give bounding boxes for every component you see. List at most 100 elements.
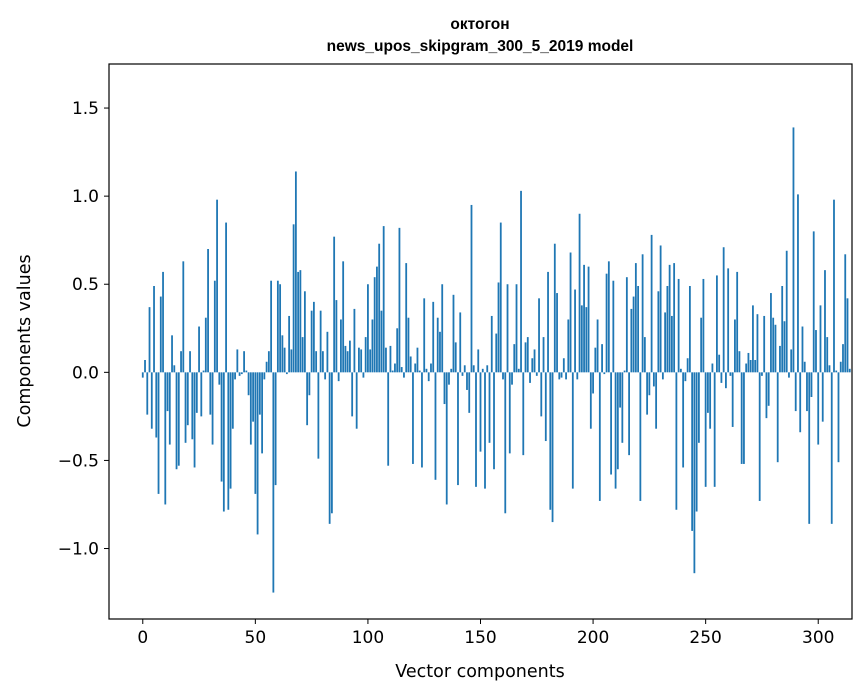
bar-311 [842, 344, 844, 373]
bar-237 [675, 372, 678, 510]
bar-217 [630, 308, 633, 373]
bar-165 [513, 344, 516, 373]
bar-123 [418, 370, 421, 373]
x-tick-label: 50 [245, 628, 267, 648]
bar-80 [321, 351, 324, 373]
bar-140 [457, 372, 459, 486]
bar-166 [515, 284, 518, 373]
bar-69 [297, 271, 300, 373]
bar-41 [234, 372, 236, 380]
bar-3 [148, 307, 151, 373]
bar-109 [387, 372, 390, 466]
bar-171 [526, 337, 529, 373]
bar-280 [772, 317, 775, 373]
bar-241 [684, 372, 687, 382]
bar-194 [578, 213, 581, 373]
bar-213 [621, 372, 624, 443]
bar-293 [801, 326, 804, 373]
bar-146 [470, 204, 473, 373]
bar-267 [743, 372, 745, 464]
bar-245 [693, 372, 696, 574]
bar-255 [716, 275, 718, 373]
bar-212 [619, 372, 621, 408]
bar-296 [808, 372, 811, 524]
bar-19 [184, 372, 187, 443]
bar-192 [574, 289, 576, 373]
bar-232 [664, 312, 667, 373]
bar-221 [639, 372, 642, 501]
bar-143 [463, 365, 466, 373]
x-tick-label: 200 [577, 628, 609, 648]
bar-268 [745, 363, 748, 373]
bar-301 [819, 305, 822, 373]
bar-147 [472, 365, 475, 373]
bar-112 [394, 363, 396, 373]
x-tick-label: 150 [464, 628, 496, 648]
bar-6 [155, 372, 158, 438]
bar-113 [396, 328, 399, 373]
bar-92 [349, 340, 351, 373]
bar-57 [270, 280, 273, 373]
bar-35 [220, 372, 223, 482]
bar-46 [245, 370, 248, 373]
bar-63 [283, 347, 286, 373]
bar-119 [409, 356, 412, 373]
bar-176 [538, 298, 540, 373]
bar-20 [186, 372, 189, 426]
bar-247 [698, 372, 700, 443]
bar-43 [238, 372, 241, 376]
bar-234 [668, 264, 671, 373]
bar-122 [416, 347, 419, 373]
bar-157 [495, 333, 498, 373]
bar-303 [824, 270, 826, 373]
y-tick-label: 0.0 [72, 363, 99, 383]
bar-59 [274, 372, 277, 486]
bar-64 [285, 372, 288, 375]
bar-79 [319, 310, 322, 373]
bar-40 [231, 372, 234, 429]
bar-133 [441, 284, 444, 373]
bar-242 [686, 358, 689, 373]
bar-83 [328, 372, 331, 524]
bar-164 [511, 372, 513, 385]
bar-174 [533, 349, 536, 373]
bar-110 [389, 345, 392, 373]
bar-23 [193, 372, 196, 468]
bar-258 [722, 247, 725, 373]
bar-248 [700, 317, 703, 373]
bar-136 [448, 372, 450, 385]
bar-281 [774, 324, 777, 373]
bar-250 [704, 372, 707, 487]
bar-18 [182, 261, 185, 373]
bar-309 [837, 372, 840, 463]
bar-106 [380, 310, 383, 373]
bar-187 [562, 358, 565, 373]
bar-161 [504, 372, 507, 514]
bars-group [141, 127, 851, 593]
bar-155 [490, 315, 493, 373]
bar-61 [279, 284, 282, 373]
bar-313 [846, 298, 849, 373]
bar-275 [761, 372, 763, 376]
bar-200 [592, 372, 594, 394]
bar-78 [317, 372, 320, 459]
bar-47 [247, 372, 250, 396]
bar-102 [371, 319, 374, 373]
x-axis-label: Vector components [395, 662, 564, 682]
bar-138 [452, 294, 455, 373]
bar-308 [835, 370, 838, 373]
bar-16 [177, 372, 180, 466]
bar-26 [200, 372, 203, 417]
bar-150 [479, 372, 482, 452]
bar-298 [812, 231, 815, 373]
bar-305 [828, 365, 831, 373]
bar-88 [340, 319, 342, 373]
bar-252 [709, 372, 712, 429]
bar-226 [650, 234, 653, 373]
bar-82 [326, 331, 329, 373]
bar-208 [610, 372, 612, 475]
bar-257 [720, 372, 723, 383]
bar-120 [412, 372, 414, 464]
bar-185 [558, 372, 561, 380]
y-tick-label: 1.5 [72, 99, 99, 119]
